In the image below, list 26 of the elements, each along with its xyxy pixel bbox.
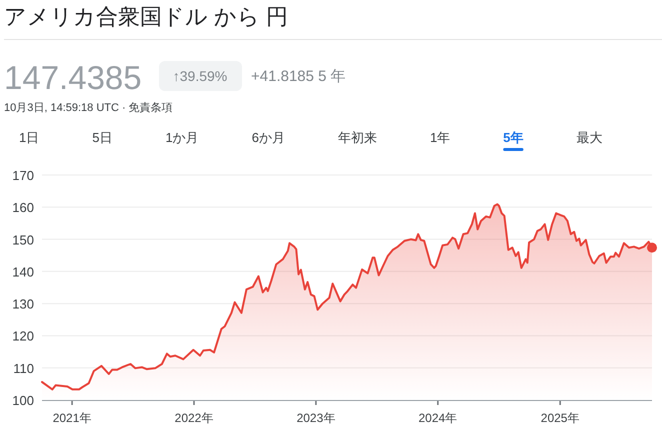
text: +41.8185 5 年: [251, 68, 346, 85]
text: 1か月: [165, 130, 199, 145]
text: 10月3日, 14:59:18 UTC · 免責条項: [4, 101, 173, 114]
chart-subtitle: 147.4385: [4, 59, 142, 96]
y-tick-label: 160: [12, 200, 34, 216]
chart-title: アメリカ合衆国ドル から 円: [4, 4, 288, 29]
y-tick-label: 130: [12, 296, 34, 312]
x-tick-label: 2023年: [296, 411, 336, 425]
y-tick-label: 140: [12, 264, 34, 280]
text: 5年: [503, 130, 524, 145]
y-tick-label: 100: [12, 393, 34, 408]
text: 1年: [430, 130, 450, 145]
x-tick-label: 2021年: [52, 411, 92, 425]
x-tick-label: 2024年: [418, 411, 458, 425]
text: 6か月: [252, 130, 285, 145]
x-tick-label: 2025年: [540, 411, 580, 425]
text: 年初来: [338, 130, 377, 145]
text: 最大: [576, 130, 602, 145]
text: 1日: [19, 130, 40, 145]
y-tick-label: 110: [13, 360, 34, 376]
text: 5日: [92, 130, 112, 145]
text: ↑39.59%: [172, 68, 228, 84]
x-tick-label: 2022年: [174, 411, 214, 425]
y-tick-label: 120: [12, 328, 34, 344]
y-tick-label: 170: [12, 168, 34, 183]
y-tick-label: 150: [12, 232, 34, 248]
